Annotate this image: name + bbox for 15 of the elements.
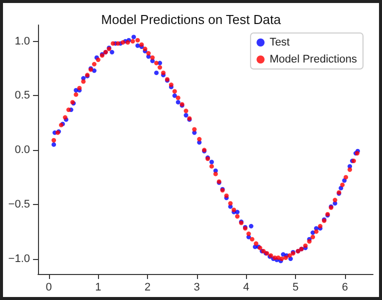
chart-title: Model Predictions on Test Data xyxy=(101,12,282,27)
x-tick-label: 3 xyxy=(194,282,200,294)
x-tick-label: 1 xyxy=(95,282,102,294)
y-tick-label: 0.5 xyxy=(14,90,30,102)
x-tick-label: 5 xyxy=(292,282,299,294)
y-tick-label: −1.0 xyxy=(8,252,30,265)
x-tick-label: 6 xyxy=(342,282,348,294)
x-tick-label: 4 xyxy=(243,282,250,294)
legend-label: Model Predictions xyxy=(270,54,358,66)
y-tick-label: 1.0 xyxy=(14,35,30,48)
x-tick-label: 2 xyxy=(144,282,151,294)
x-tick-label: 0 xyxy=(46,282,52,294)
y-tick-label: −0.5 xyxy=(8,198,30,210)
legend-label: Test xyxy=(270,36,290,48)
y-tick-label: 0.0 xyxy=(14,144,30,156)
